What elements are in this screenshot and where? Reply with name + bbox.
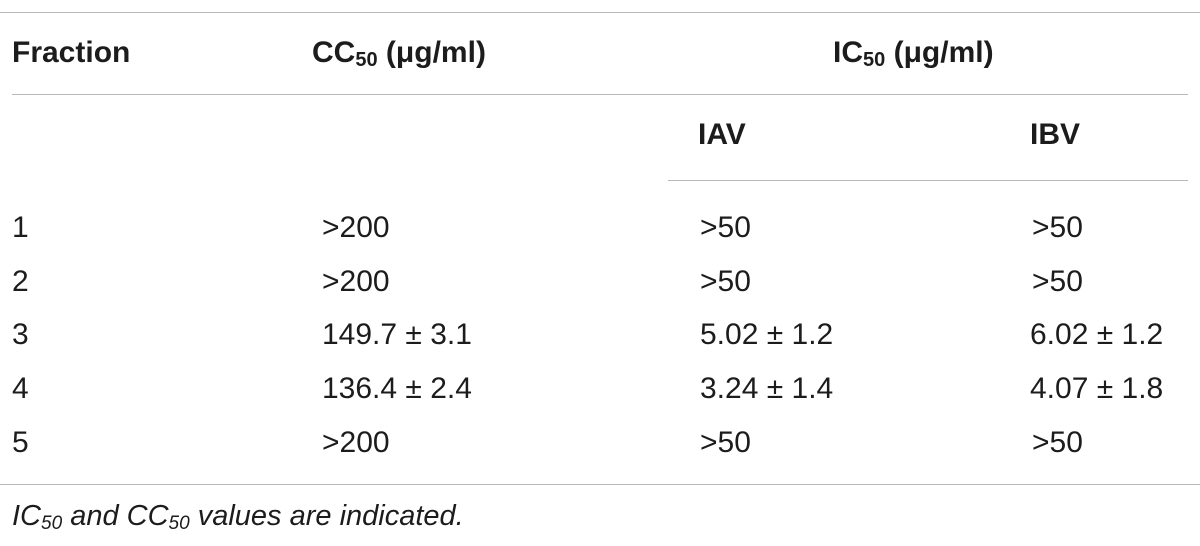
header-rule xyxy=(12,94,1188,95)
ic50-subheader-rule xyxy=(668,180,1188,181)
cell-ibv: >50 xyxy=(1032,426,1083,459)
header-ic50: IC50 (μg/ml) xyxy=(833,36,994,71)
cell-cc50: 136.4 ± 2.4 xyxy=(322,372,472,405)
cell-ibv: 6.02 ± 1.2 xyxy=(1030,318,1164,351)
cell-iav: 3.24 ± 1.4 xyxy=(700,372,834,405)
cell-ibv: 4.07 ± 1.8 xyxy=(1030,372,1164,405)
cell-iav: >50 xyxy=(700,426,751,459)
table-top-rule xyxy=(0,12,1200,13)
header-cc50: CC50 (μg/ml) xyxy=(312,36,486,71)
cell-ibv: >50 xyxy=(1032,211,1083,244)
cell-fraction: 3 xyxy=(12,318,29,351)
header-fraction: Fraction xyxy=(12,36,131,69)
cell-fraction: 2 xyxy=(12,265,29,298)
cell-iav: 5.02 ± 1.2 xyxy=(700,318,834,351)
cell-iav: >50 xyxy=(700,211,751,244)
cell-cc50: 149.7 ± 3.1 xyxy=(322,318,472,351)
cell-iav: >50 xyxy=(700,265,751,298)
cell-fraction: 4 xyxy=(12,372,29,405)
cell-cc50: >200 xyxy=(322,426,390,459)
table-footnote: IC50 and CC50 values are indicated. xyxy=(12,500,464,534)
cell-fraction: 1 xyxy=(12,211,29,244)
header-iav: IAV xyxy=(698,118,746,151)
cell-cc50: >200 xyxy=(322,265,390,298)
cell-fraction: 5 xyxy=(12,426,29,459)
cell-cc50: >200 xyxy=(322,211,390,244)
table-bottom-rule xyxy=(0,484,1200,485)
header-ibv: IBV xyxy=(1030,118,1081,151)
cell-ibv: >50 xyxy=(1032,265,1083,298)
